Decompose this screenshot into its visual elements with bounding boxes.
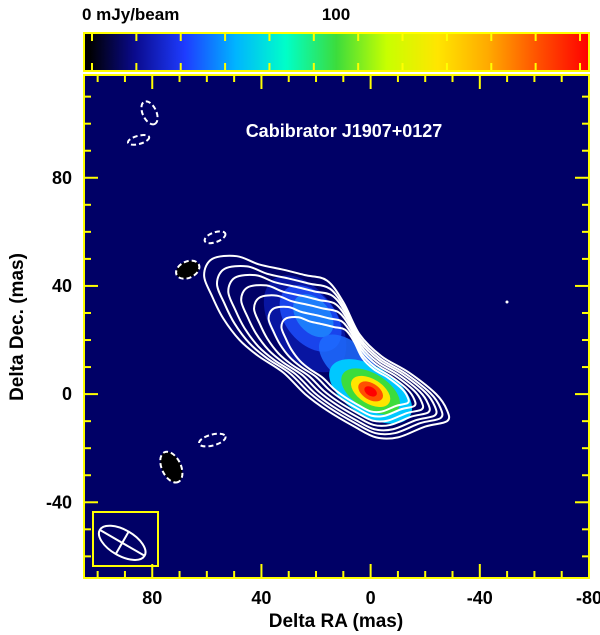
axis-ticks <box>84 75 590 578</box>
negative-contours <box>126 100 227 484</box>
emission-core-peak <box>364 386 377 397</box>
x-tick-labels: 80 40 0 -40 -80 <box>142 588 600 608</box>
colorbar-mid-label: 100 <box>322 5 350 24</box>
x-tick-label: -40 <box>467 588 493 608</box>
beam-box <box>92 511 159 567</box>
contour-level-1 <box>203 254 451 440</box>
beam-frame <box>92 511 159 567</box>
y-tick-label: 80 <box>52 168 72 188</box>
colorbar-frame <box>83 32 590 72</box>
beam-minor-axis <box>114 531 130 555</box>
y-tick-labels: 80 40 0 -40 <box>46 168 72 513</box>
x-tick-label: 80 <box>142 588 162 608</box>
emission-knot-inner <box>293 294 334 338</box>
contour-level-3 <box>227 273 438 432</box>
colorbar-min-label: 0 mJy/beam <box>82 5 179 24</box>
stray-point <box>505 300 509 304</box>
negative-contour <box>198 432 227 448</box>
contour-level-4 <box>240 284 431 427</box>
chart-title: Cabibrator J1907+0127 <box>246 121 443 141</box>
negative-contour <box>126 134 151 146</box>
plot-frame <box>83 74 590 579</box>
x-axis-label: Delta RA (mas) <box>269 611 403 632</box>
y-tick-label: 0 <box>62 384 72 404</box>
y-tick-label: -40 <box>46 492 72 512</box>
x-tick-label: 40 <box>251 588 271 608</box>
contour-level-7 <box>280 315 410 414</box>
colorbar-strip <box>84 33 589 71</box>
y-axis-label: Delta Dec. (mas) <box>7 253 28 401</box>
x-tick-label: 0 <box>366 588 376 608</box>
colorbar-ticks <box>91 33 581 71</box>
colorbar: 0 mJy/beam 100 <box>82 5 590 72</box>
contour-level-2 <box>215 264 444 436</box>
beam-ellipse <box>97 524 147 561</box>
y-tick-label: 40 <box>52 276 72 296</box>
negative-contour <box>203 230 227 245</box>
negative-contour <box>159 450 184 484</box>
contour-level-6 <box>267 305 417 418</box>
negative-contour <box>175 259 201 280</box>
positive-contours <box>203 254 451 440</box>
x-tick-label: -80 <box>576 588 600 608</box>
contour-level-5 <box>253 294 425 423</box>
plot-content <box>126 100 509 484</box>
negative-contour <box>140 100 159 126</box>
